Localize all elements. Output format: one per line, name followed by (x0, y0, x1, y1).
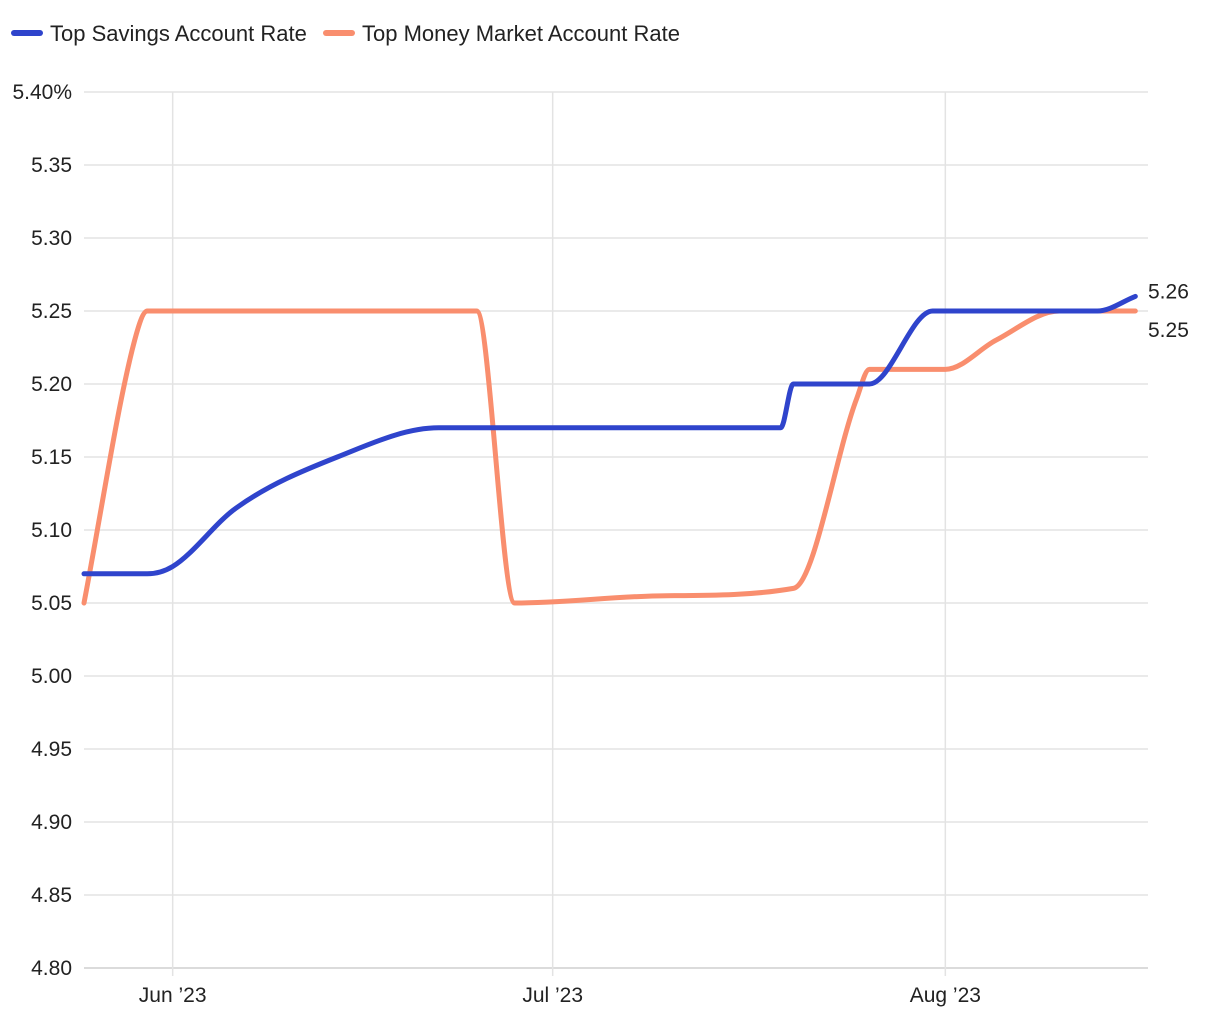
end-labels: 5.26 5.25 (1148, 280, 1189, 342)
x-tick-label: Aug ’23 (910, 984, 981, 1007)
y-tick-label: 5.30 (31, 227, 72, 250)
series-line-savings[interactable] (81, 293, 1138, 577)
y-tick-label: 4.85 (31, 884, 72, 907)
legend-item-savings[interactable]: Top Savings Account Rate (11, 21, 307, 46)
y-tick-label: 5.15 (31, 446, 72, 469)
series-layer (81, 293, 1138, 606)
end-label-savings: 5.26 (1148, 280, 1189, 303)
legend-label-money-market: Top Money Market Account Rate (362, 21, 680, 46)
legend-item-money-market[interactable]: Top Money Market Account Rate (323, 21, 680, 46)
y-tick-label: 5.35 (31, 154, 72, 177)
x-tick-label: Jun ’23 (139, 984, 207, 1007)
y-tick-label: 5.40% (12, 81, 72, 104)
end-label-money-market: 5.25 (1148, 319, 1189, 342)
series-line-money-market[interactable] (81, 308, 1138, 606)
y-tick-label: 5.00 (31, 665, 72, 688)
x-axis: Jun ’23 Jul ’23 Aug ’23 (139, 984, 981, 1007)
horizontal-gridlines (84, 91, 1148, 969)
y-tick-label: 4.80 (31, 957, 72, 980)
vertical-gridlines (171, 92, 947, 976)
y-tick-label: 5.10 (31, 519, 72, 542)
y-tick-label: 5.20 (31, 373, 72, 396)
y-tick-label: 4.90 (31, 811, 72, 834)
legend: Top Savings Account Rate Top Money Marke… (11, 21, 680, 46)
x-tick-label: Jul ’23 (522, 984, 583, 1007)
y-tick-label: 5.05 (31, 592, 72, 615)
y-tick-label: 4.95 (31, 738, 72, 761)
y-axis: 5.40% 5.35 5.30 5.25 5.20 5.15 5.10 5.05 5.00 4.9… (12, 81, 72, 980)
legend-label-savings: Top Savings Account Rate (50, 21, 307, 46)
y-tick-label: 5.25 (31, 300, 72, 323)
